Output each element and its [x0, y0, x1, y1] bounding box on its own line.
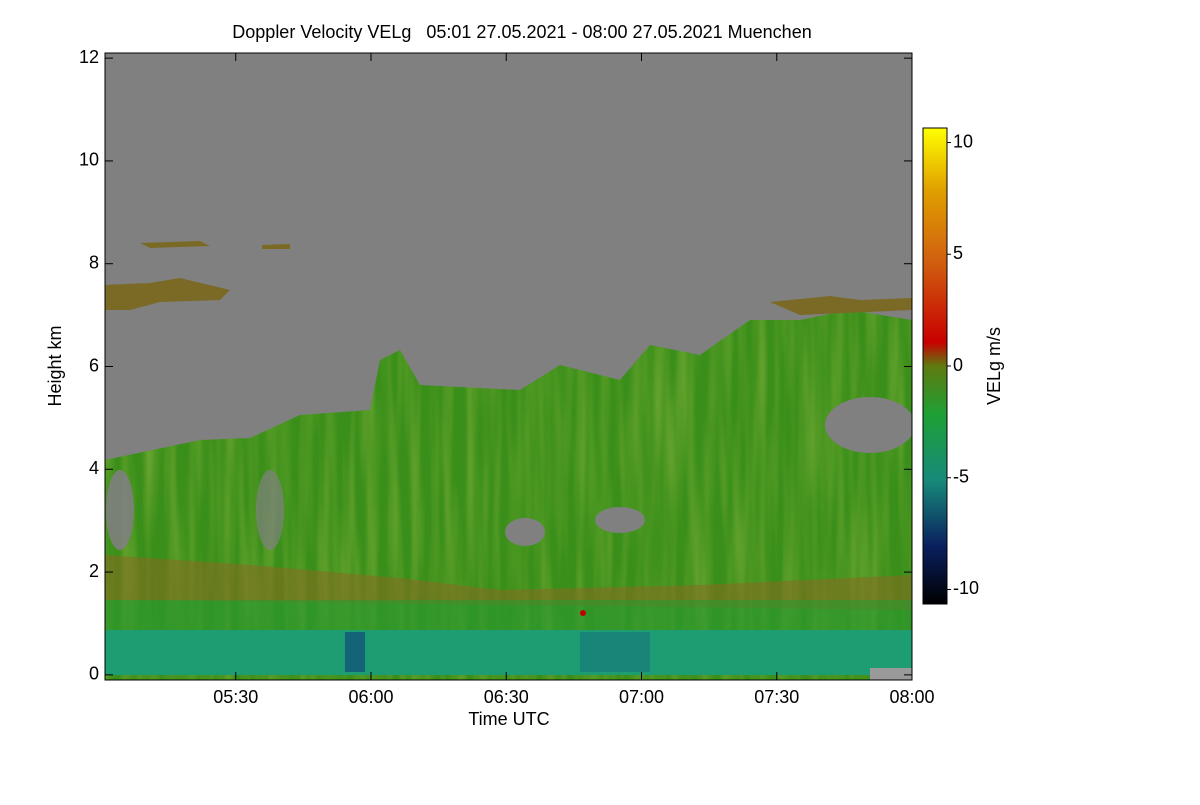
y-tick-label: 10	[79, 150, 99, 170]
colorbar-label: VELg m/s	[984, 327, 1004, 405]
x-tick-label: 07:30	[754, 687, 799, 707]
velocity-field	[105, 53, 912, 680]
chart-title: Doppler Velocity VELg 05:01 27.05.2021 -…	[232, 22, 811, 42]
colorbar-tick-label: -10	[953, 578, 979, 598]
x-tick-label: 06:00	[348, 687, 393, 707]
x-tick-label: 05:30	[213, 687, 258, 707]
y-tick-label: 12	[79, 47, 99, 67]
y-tick-label: 0	[89, 664, 99, 684]
colorbar-tick-label: 5	[953, 243, 963, 263]
colorbar-tick-label: -5	[953, 466, 969, 486]
x-axis-label: Time UTC	[468, 709, 549, 729]
x-tick-label: 07:00	[619, 687, 664, 707]
y-tick-label: 6	[89, 355, 99, 375]
x-tick-label: 08:00	[889, 687, 934, 707]
y-tick-label: 8	[89, 252, 99, 272]
colorbar	[922, 127, 948, 605]
y-tick-label: 2	[89, 561, 99, 581]
colorbar-tick-label: 0	[953, 355, 963, 375]
colorbar-tick-label: 10	[953, 131, 973, 151]
y-tick-label: 4	[89, 458, 99, 478]
y-axis-label: Height km	[45, 325, 65, 406]
x-tick-label: 06:30	[484, 687, 529, 707]
